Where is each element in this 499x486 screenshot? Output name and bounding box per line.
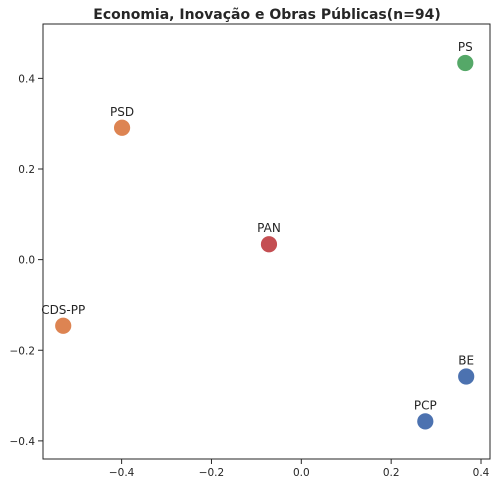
y-tick-label: −0.4	[10, 436, 36, 448]
y-tick-label: 0.0	[18, 255, 35, 267]
x-tick-label: −0.4	[109, 467, 135, 479]
y-axis: −0.4 −0.2 0.0 0.2 0.4	[10, 73, 43, 448]
y-tick-label: 0.2	[18, 164, 35, 176]
scatter-point	[260, 235, 278, 254]
point-label: BE	[458, 354, 474, 368]
y-tick-label: 0.4	[18, 73, 35, 85]
scatter-point	[54, 316, 73, 335]
point-label: PAN	[257, 221, 281, 235]
x-axis: −0.4 −0.2 0.0 0.2 0.4	[109, 459, 490, 479]
point-label: PS	[458, 40, 473, 54]
x-tick-label: 0.2	[383, 467, 400, 479]
scatter-point	[457, 367, 476, 386]
x-tick-label: −0.2	[199, 467, 225, 479]
plot-frame	[42, 23, 491, 460]
y-tick-label: −0.2	[10, 345, 36, 357]
scatter-point	[456, 54, 475, 72]
chart-title: Economia, Inovação e Obras Públicas(n=94…	[93, 7, 440, 23]
x-tick-label: 0.0	[293, 467, 310, 479]
point-label: PCP	[414, 398, 437, 412]
scatter-point	[416, 412, 435, 431]
data-points: PS PSD PAN CDS-PP BE PCP	[41, 40, 476, 431]
scatter-point	[113, 118, 131, 137]
x-tick-label: 0.4	[473, 467, 490, 479]
point-label: PSD	[110, 105, 134, 119]
point-label: CDS-PP	[41, 303, 85, 317]
